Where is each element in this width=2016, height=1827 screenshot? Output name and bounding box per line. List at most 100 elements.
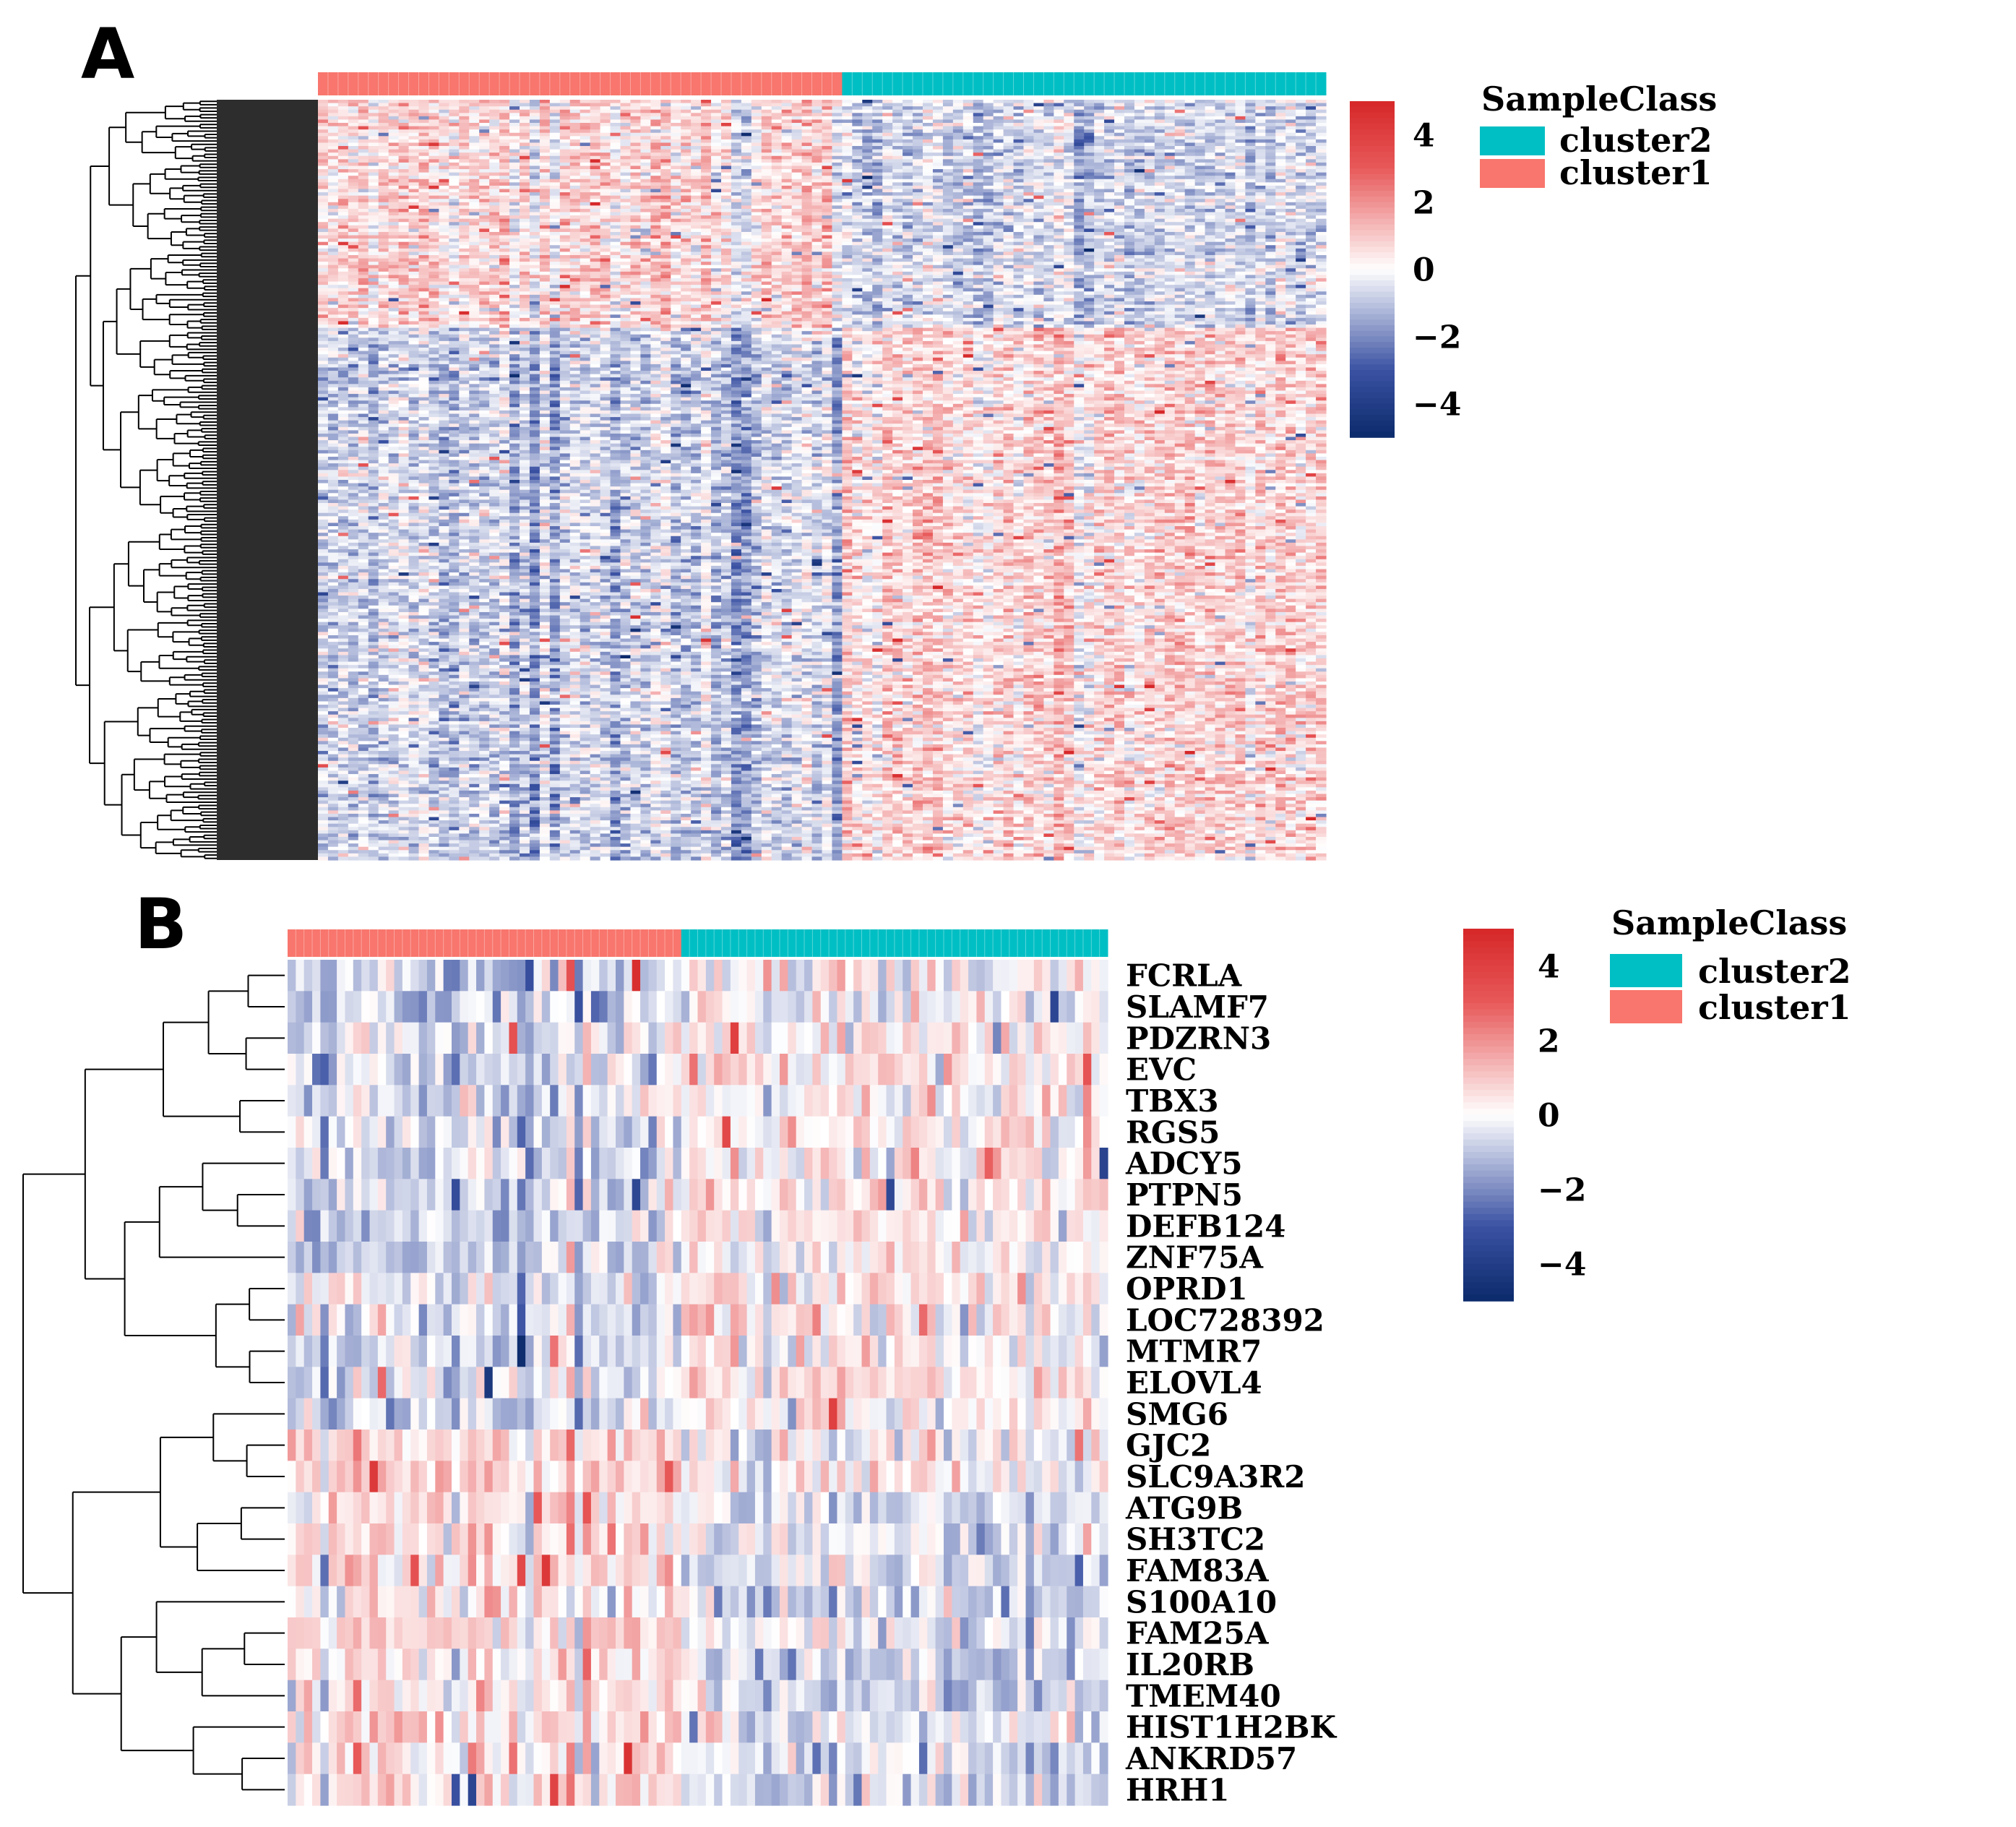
heat-cell (832, 212, 843, 216)
heat-cell (1074, 149, 1085, 153)
heat-cell (600, 169, 611, 173)
heat-cell (731, 212, 742, 216)
heat-cell (549, 179, 561, 183)
heat-cell (1265, 123, 1276, 127)
heat-cell (327, 205, 339, 210)
heat-cell (882, 109, 893, 113)
heat-cell (630, 146, 641, 150)
heat-cell (610, 152, 621, 157)
heat-cell (428, 152, 439, 157)
heat-cell (1296, 136, 1306, 140)
heat-cell (701, 176, 712, 180)
heat-cell (721, 225, 732, 229)
heat-cell (408, 222, 420, 226)
heat-cell (711, 199, 722, 203)
heat-cell (1054, 195, 1064, 199)
heat-cell (358, 205, 369, 210)
heat-cell (942, 136, 954, 140)
heat-cell (923, 185, 934, 190)
heat-cell (1074, 109, 1085, 113)
heat-cell (529, 222, 540, 226)
heat-cell (1245, 189, 1256, 193)
heat-cell (348, 159, 359, 163)
heat-cell (660, 155, 671, 160)
heat-cell (1235, 113, 1246, 117)
heat-cell (1043, 185, 1054, 190)
heat-cell (781, 176, 793, 180)
heat-cell (913, 192, 923, 197)
heat-cell (1164, 208, 1176, 213)
heat-cell (1245, 149, 1256, 153)
heat-cell (1094, 165, 1105, 170)
heat-cell (620, 165, 632, 170)
heat-cell (1094, 116, 1105, 121)
heat-cell (761, 162, 772, 167)
heat-cell (983, 202, 994, 206)
heat-cell (660, 195, 671, 199)
heat-cell (1316, 222, 1327, 226)
heat-cell (983, 176, 994, 180)
heat-cell (731, 182, 742, 186)
heat-cell (640, 139, 651, 144)
heat-cell (1043, 139, 1054, 144)
heat-cell (650, 225, 661, 229)
heat-cell (711, 185, 722, 190)
heat-cell (862, 129, 873, 134)
heat-cell (1064, 228, 1074, 233)
heat-cell (1205, 185, 1216, 190)
heat-cell (932, 189, 944, 193)
heat-cell (832, 109, 843, 113)
heat-cell (428, 212, 439, 216)
heat-cell (761, 103, 772, 107)
heat-cell (781, 159, 793, 163)
heat-cell (993, 146, 1004, 150)
heat-cell (872, 119, 883, 124)
heat-cell (1023, 136, 1035, 140)
heat-cell (459, 185, 470, 190)
heat-cell (489, 139, 500, 144)
heat-cell (1003, 212, 1015, 216)
heat-cell (318, 205, 329, 210)
heat-cell (781, 205, 793, 210)
heat-cell (398, 152, 410, 157)
heat-cell (1255, 212, 1266, 216)
heat-cell (691, 116, 702, 121)
heat-cell (559, 189, 571, 193)
heat-cell (1043, 142, 1054, 147)
heat-cell (701, 218, 712, 223)
heat-cell (751, 132, 762, 137)
heat-cell (1043, 176, 1054, 180)
heat-cell (1265, 169, 1276, 173)
heat-cell (721, 126, 732, 130)
heat-cell (892, 202, 903, 206)
heat-cell (1114, 149, 1125, 153)
heat-cell (630, 172, 641, 176)
heat-cell (1074, 119, 1085, 124)
heat-cell (882, 228, 893, 233)
heat-cell (801, 113, 813, 117)
heat-cell (701, 172, 712, 176)
heat-cell (469, 218, 480, 223)
heat-cell (509, 202, 520, 206)
heat-cell (358, 109, 369, 113)
heat-cell (650, 162, 661, 167)
heat-cell (408, 119, 420, 124)
heat-cell (529, 192, 540, 197)
heat-cell (1154, 172, 1166, 176)
heat-cell (862, 189, 873, 193)
heat-cell (892, 129, 903, 134)
heat-cell (1003, 100, 1015, 104)
heat-cell (1023, 205, 1035, 210)
heat-cell (337, 222, 349, 226)
heat-cell (872, 146, 883, 150)
heat-cell (660, 109, 671, 113)
heat-cell (600, 208, 611, 213)
heat-cell (660, 172, 671, 176)
heat-cell (620, 129, 632, 134)
heat-cell (1134, 109, 1145, 113)
heat-cell (1235, 182, 1246, 186)
heat-cell (1174, 215, 1186, 220)
heat-cell (822, 159, 833, 163)
heat-cell (1074, 165, 1085, 170)
heat-cell (1134, 129, 1145, 134)
